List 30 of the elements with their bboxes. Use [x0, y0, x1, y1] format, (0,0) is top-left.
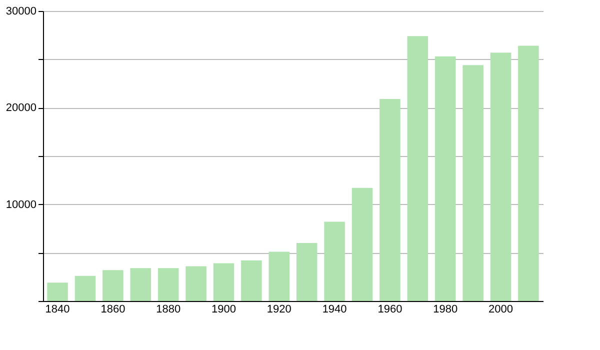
x-tick-label: 1920	[266, 304, 292, 316]
bar	[102, 270, 124, 301]
x-tick-label: 1900	[212, 304, 236, 316]
y-tick-label: 10000	[6, 198, 36, 211]
x-tick-label: 1980	[433, 304, 458, 316]
bar	[490, 52, 512, 301]
x-tick-label: 1940	[322, 304, 347, 316]
bar	[380, 98, 400, 301]
bar	[186, 266, 206, 301]
bar	[462, 65, 484, 301]
bar	[241, 260, 262, 301]
bar	[407, 36, 428, 301]
bar	[47, 282, 68, 301]
bar	[518, 46, 539, 301]
bar	[352, 188, 373, 301]
bar	[74, 276, 96, 301]
x-tick-label: 1880	[156, 304, 181, 316]
bar	[434, 56, 456, 301]
bar	[296, 243, 318, 301]
bar	[130, 268, 152, 301]
x-tick-label: 1960	[378, 304, 402, 316]
x-tick-label: 2000	[488, 304, 513, 316]
y-tick-label: 20000	[6, 102, 36, 114]
bar	[268, 252, 290, 301]
bar	[324, 222, 345, 301]
x-tick-label: 1840	[45, 304, 70, 316]
y-tick-label: 30000	[6, 6, 36, 18]
bar	[158, 268, 179, 301]
bar	[213, 263, 234, 301]
x-tick-label: 1860	[100, 304, 126, 316]
